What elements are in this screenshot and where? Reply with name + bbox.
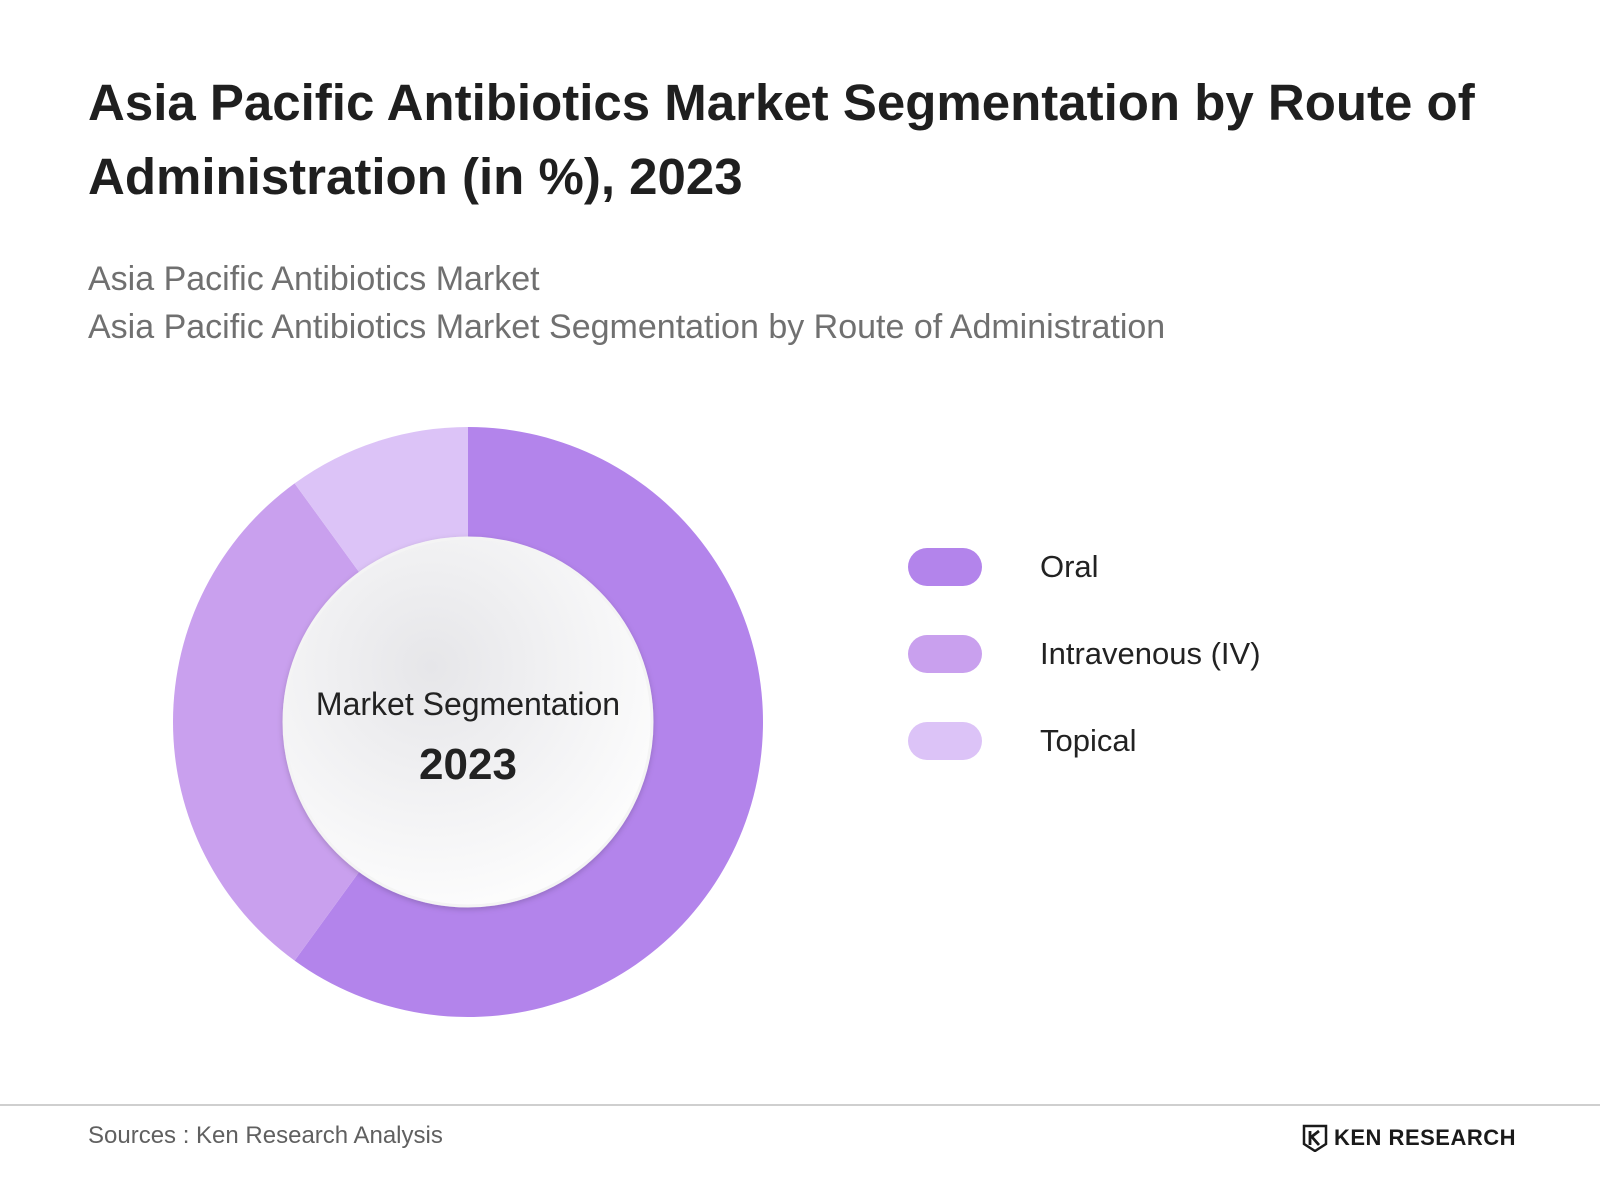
center-label: Market Segmentation <box>315 686 621 722</box>
legend-swatch <box>908 548 982 586</box>
legend-item-intravenous: Intravenous (IV) <box>908 635 1261 673</box>
legend-swatch <box>908 635 982 673</box>
legend-label: Oral <box>1040 549 1099 584</box>
logo-text: KEN RESEARCH <box>1334 1125 1517 1150</box>
source-note: Sources : Ken Research Analysis <box>88 1122 443 1149</box>
legend-item-topical: Topical <box>908 722 1261 760</box>
chart-subtitle: Asia Pacific Antibiotics Market Asia Pac… <box>88 255 1165 351</box>
legend-item-oral: Oral <box>908 548 1261 586</box>
donut-center <box>282 536 654 908</box>
subtitle-line: Asia Pacific Antibiotics Market Segmenta… <box>88 308 1166 346</box>
ken-research-logo-icon <box>1302 1124 1328 1152</box>
legend-label: Intravenous (IV) <box>1040 636 1261 671</box>
subtitle-line: Asia Pacific Antibiotics Market <box>88 260 540 298</box>
legend: Oral Intravenous (IV) Topical <box>908 548 1261 809</box>
ken-research-logo: KEN RESEARCH <box>1302 1124 1516 1152</box>
legend-label: Topical <box>1040 723 1137 758</box>
footer-divider <box>0 1104 1600 1106</box>
center-value: 2023 <box>419 740 517 789</box>
legend-swatch <box>908 722 982 760</box>
chart-title: Asia Pacific Antibiotics Market Segmenta… <box>88 74 1475 205</box>
